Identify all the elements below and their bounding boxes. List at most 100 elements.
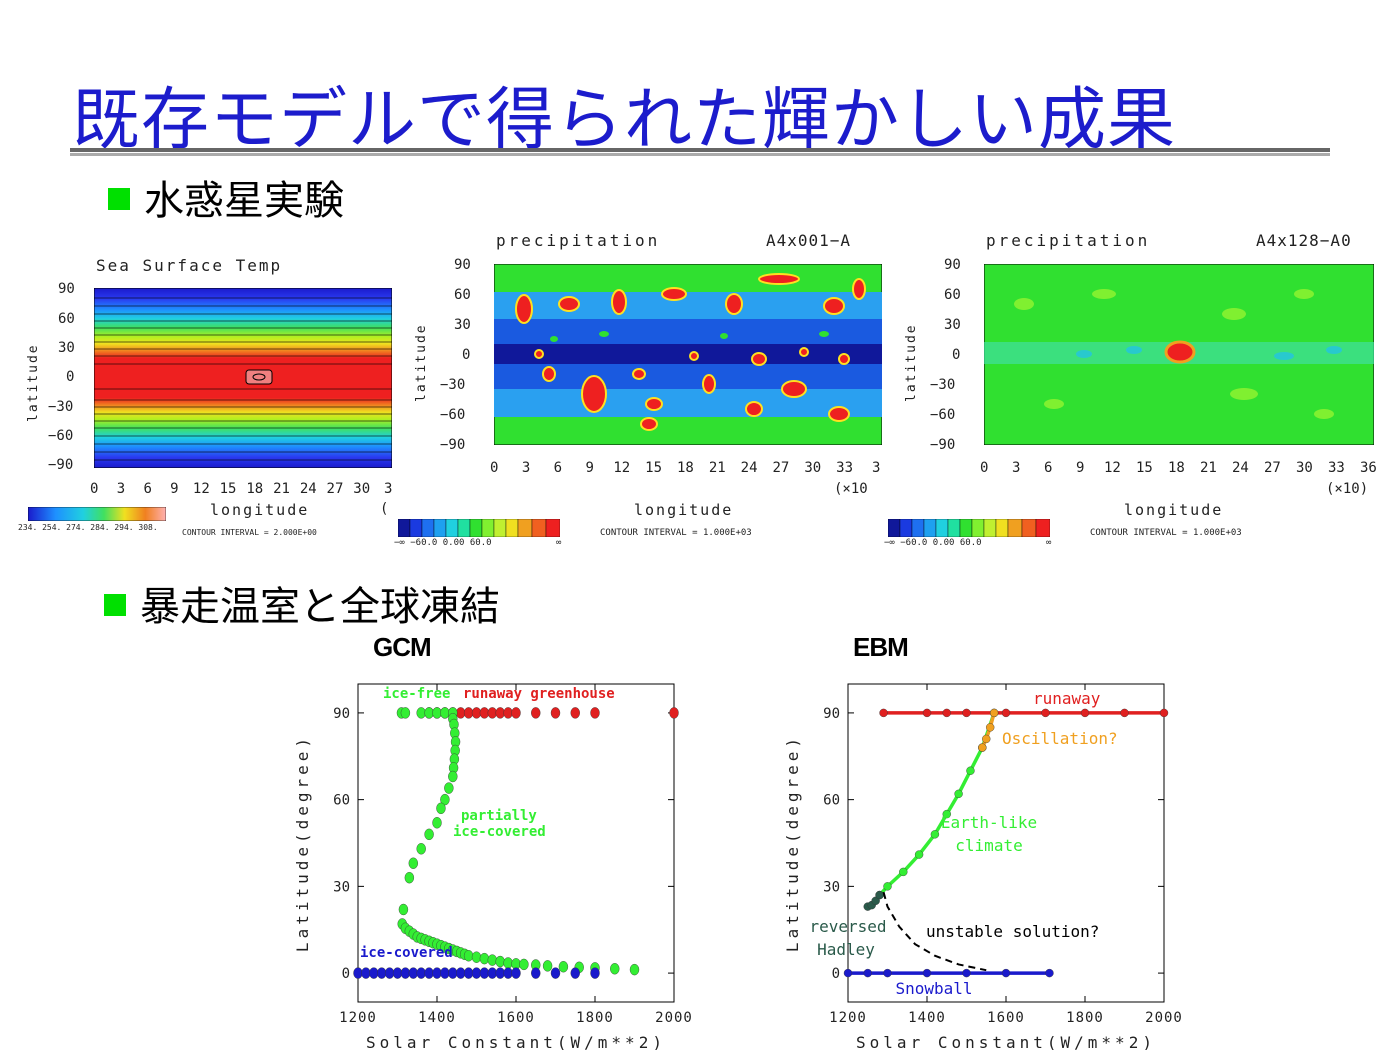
precip2-colorbar-inf: ∞ [1046,538,1052,548]
data-point [629,963,640,976]
precip1-xtick: 33 [836,460,854,476]
precip2-xtick: 24 [1232,460,1249,476]
sst-xunit: ( [380,501,389,517]
precip2-ytick: −60 [930,407,956,423]
y-tick-label: 0 [342,966,350,982]
data-point [503,967,513,979]
precip1-xtick: 27 [772,460,790,476]
data-point [479,967,490,979]
data-point [863,968,872,978]
x-tick-label: 1600 [987,1010,1025,1026]
precip1-xtick: 9 [585,460,594,476]
precip2-xtick: 9 [1076,460,1085,476]
data-point [400,707,411,719]
x-axis-label: Solar Constant(W/m**2) [366,1033,666,1050]
bullet-text: 水惑星実験 [144,178,344,224]
precip1-ytick: −30 [440,377,466,393]
data-point [436,802,446,815]
data-point [495,967,505,979]
precip1-xtick: 15 [645,460,663,476]
precip1-colorbar [398,519,560,537]
sst-ytick: −30 [48,399,74,415]
x-axis-label: Solar Constant(W/m**2) [856,1033,1156,1050]
precip1-ytick: 90 [454,257,471,273]
data-point [479,952,490,965]
sst-ytick: 60 [58,311,75,327]
title-underline-shadow [70,153,1330,156]
sst-xtick: 30 [353,481,371,497]
precip1-ytick: −60 [440,407,466,423]
data-point [448,967,458,979]
bullet-square-icon [108,188,130,210]
precip2-xtick: 18 [1168,460,1185,476]
precip1-xtick: 3 [521,460,531,476]
data-point [432,707,442,719]
precip2-ytick: −30 [930,377,956,393]
precip1-xunit: (×10 [834,481,868,497]
slide-title: 既存モデルで得られた輝かしい成果 [72,81,1177,160]
y-axis-label: Latitude(degree) [293,734,312,952]
data-point [962,968,971,978]
data-point [471,951,482,963]
precip2-map [984,264,1374,445]
precip1-colorbar-inf: ∞ [556,538,562,548]
y-tick-label: 0 [832,966,840,982]
data-point [463,950,474,962]
series-line [878,712,996,897]
data-point [400,967,411,979]
hadley-label: Hadley [817,940,875,959]
sst-ylabel: latitude [26,343,41,422]
sst-ytick: 30 [58,340,75,356]
data-point [570,707,580,719]
sst-title: Sea Surface Temp [96,256,283,275]
data-point [448,770,458,783]
precip1-ytick: 30 [454,317,471,333]
data-point [495,707,505,719]
precip2-ytick: 30 [944,317,961,333]
ice-covered-label: ice-covered [360,945,453,961]
data-point [531,967,541,979]
series-line [980,712,996,749]
data-point [463,967,474,979]
precip2-ytick: −90 [930,437,956,453]
ebm-plot-title: EBM [853,632,909,662]
data-point [440,967,450,979]
data-point [669,707,679,719]
data-point [455,967,466,979]
sst-contour-interval: CONTOUR INTERVAL = 2.000E+00 [182,528,317,537]
data-point [503,707,513,719]
sst-colorbar-ticks: 234. 254. 274. 284. 294. 308. [18,523,158,532]
partially-label: partially [461,808,537,824]
gcm-chart: 1200 1400 1600 1800 2000 0 30 60 90 Solar Constan… [293,683,693,1050]
data-point [471,967,482,979]
precip2-xunit: (×10) [1326,481,1369,497]
data-point [511,707,521,719]
earth-like-label: Earth-like [941,813,1037,832]
series-ice-covered [353,967,600,979]
sst-xtick: 3 [384,481,393,497]
data-point [531,707,541,719]
sst-xtick: 15 [219,481,237,497]
data-point [503,957,513,969]
bullet-square-icon [104,594,126,616]
precip1-colorbar-ticks: −∞ −60.0 0.00 60.0 [394,538,492,548]
precip1-title: precipitation [496,231,661,250]
precip1-map [494,264,882,445]
x-tick-label: 2000 [655,1010,693,1026]
sst-ytick: 90 [58,281,75,297]
gcm-plot-title: GCM [373,632,432,662]
data-point [954,789,963,799]
y-axis-label: Latitude(degree) [783,734,802,952]
precip1-xtick: 3 [872,460,881,476]
data-point [416,843,426,855]
precip1-contour-interval: CONTOUR INTERVAL = 1.000E+03 [600,528,752,538]
climate-label: climate [955,836,1022,855]
ebm-chart: 1200 1400 1600 1800 2000 0 30 60 90 Solar Constan… [783,683,1182,1050]
precip1-run: A4x001−A [766,231,852,250]
data-point [962,708,971,718]
unstable-solution-label: unstable solution? [926,922,1099,941]
sst-xtick: 27 [326,481,344,497]
precip2-ytick: 90 [944,257,961,273]
data-point [495,955,505,968]
oscillation-label: Oscillation? [1002,729,1118,748]
